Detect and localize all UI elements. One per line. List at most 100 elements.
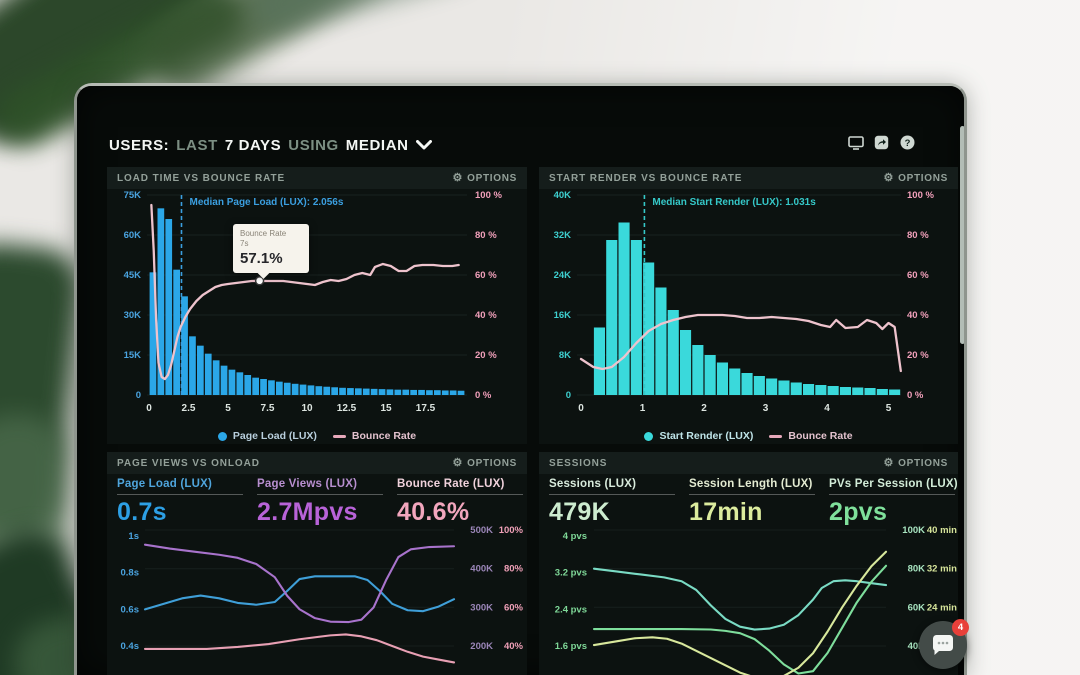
y-axis-tick: 80K (908, 564, 926, 575)
histogram-bar (149, 272, 157, 395)
laptop-screen: USERS: LAST 7 DAYS USING MEDIAN ? (74, 83, 967, 675)
histogram-bar (173, 269, 180, 395)
options-button[interactable]: ⚙ OPTIONS (452, 456, 517, 469)
histogram-bar (864, 388, 876, 395)
chat-launcher[interactable]: 4 (919, 619, 969, 669)
legend-bounce-rate: Bounce Rate (332, 430, 416, 442)
x-axis-tick: 17.5 (416, 403, 436, 414)
histogram-bar (630, 240, 642, 395)
histogram-bar (449, 390, 457, 395)
histogram-bar (220, 365, 228, 395)
start-render-chart[interactable]: Median Start Render (LUX): 1.031s 40K 32K 2… (539, 189, 958, 421)
histogram-bar (852, 387, 864, 395)
metric-pvs-per-session: PVs Per Session (LUX) 2pvs (829, 478, 958, 527)
metric-sessions: Sessions (LUX) 479K (549, 478, 681, 527)
y-axis-tick: 60 % (907, 270, 929, 281)
y-axis-tick: 15K (124, 350, 142, 361)
histogram-bar (378, 389, 386, 395)
panel-start-render-vs-bounce-rate: START RENDER VS BOUNCE RATE ⚙ OPTIONS Me… (539, 167, 958, 444)
share-icon[interactable] (873, 134, 890, 151)
monitor-icon[interactable] (847, 134, 864, 151)
x-axis-tick: 7.5 (261, 403, 275, 414)
y-axis-tick: 30K (124, 310, 142, 321)
tooltip-subtitle: 7s (240, 239, 249, 248)
legend-start-render: Start Render (LUX) (644, 430, 753, 442)
x-axis-tick: 1 (640, 403, 646, 414)
histogram-bar (236, 372, 244, 395)
histogram-bar (876, 389, 888, 395)
header-using-label: USING (288, 136, 339, 154)
panel-load-time-vs-bounce-rate: LOAD TIME VS BOUNCE RATE ⚙ OPTIONS Media… (107, 167, 527, 444)
sessions-chart[interactable]: 4 pvs 3.2 pvs 2.4 pvs 1.6 pvs 100K 80K 60K 40K 4… (539, 522, 958, 675)
metric-page-load: Page Load (LUX) 0.7s (117, 478, 249, 527)
histogram-bar (204, 353, 212, 395)
header-users-label: USERS: (109, 136, 170, 154)
options-button[interactable]: ⚙ OPTIONS (883, 456, 948, 469)
histogram-bar (355, 388, 362, 395)
legend-page-load: Page Load (LUX) (217, 430, 317, 442)
y-axis-tick: 60 % (475, 270, 497, 281)
y-axis-tick: 45K (124, 270, 142, 281)
histogram-bar (643, 262, 655, 395)
series-line (592, 567, 888, 631)
page-views-onload-chart[interactable]: 1s 0.8s 0.6s 0.4s 500K 400K 300K 200K 100% 80% 60%… (107, 522, 527, 675)
y-axis-tick: 4 pvs (563, 531, 587, 542)
y-axis-tick: 0.6s (121, 604, 140, 615)
y-axis-tick: 100 % (475, 190, 502, 201)
x-axis-tick: 0 (146, 403, 152, 414)
y-axis-tick: 40% (504, 641, 524, 652)
scrollbar[interactable] (960, 126, 964, 344)
histogram-bar (299, 384, 307, 395)
gear-icon: ⚙ (452, 171, 464, 184)
histogram-bar (323, 386, 331, 395)
y-axis-tick: 32 min (927, 564, 957, 575)
y-axis-tick: 100K (902, 525, 925, 536)
y-axis-tick: 0.8s (121, 568, 140, 579)
header-median-label: MEDIAN (345, 136, 409, 154)
series-line (143, 543, 456, 624)
header-last-label: LAST (176, 136, 218, 154)
chart-tooltip: Bounce Rate 7s 57.1% (233, 224, 309, 273)
histogram-bar (362, 388, 370, 395)
histogram-bar (704, 355, 716, 395)
y-axis-tick: 40 min (927, 525, 957, 536)
y-axis-tick: 400K (470, 564, 493, 575)
y-axis-tick: 75K (124, 190, 142, 201)
load-time-chart[interactable]: Median Page Load (LUX): 2.056s 75K 60K 45K 3… (107, 189, 527, 421)
x-axis-tick: 2.5 (182, 403, 196, 414)
panel-title: LOAD TIME VS BOUNCE RATE (117, 172, 286, 184)
x-axis-tick: 5 (886, 403, 892, 414)
histogram-bar (331, 387, 338, 395)
y-axis-tick: 100 % (907, 190, 934, 201)
series-line (143, 575, 456, 613)
legend-line-icon (332, 434, 346, 438)
options-button[interactable]: ⚙ OPTIONS (883, 171, 948, 184)
y-axis-tick: 40K (554, 190, 572, 201)
y-axis-tick: 0 (566, 390, 571, 401)
histogram-bar (827, 386, 839, 395)
histogram-bar (181, 296, 188, 395)
histogram-bar (606, 240, 618, 395)
x-axis-tick: 10 (301, 403, 313, 414)
histogram-bar (741, 373, 753, 395)
y-axis-tick: 0 % (907, 390, 924, 401)
histogram-bar (803, 384, 815, 395)
options-button[interactable]: ⚙ OPTIONS (452, 171, 517, 184)
histogram-bar (268, 380, 275, 395)
histogram-bar (410, 389, 417, 395)
metric-value: 2pvs (829, 498, 888, 526)
bounce-rate-line (579, 313, 902, 373)
panel-sessions: SESSIONS ⚙ OPTIONS Sessions (LUX) 479K S… (539, 452, 958, 675)
histogram-bar (729, 368, 741, 395)
y-axis-tick: 0 % (475, 390, 492, 401)
histogram-bar (157, 208, 165, 395)
plant-leaf (0, 239, 85, 541)
panel-title: PAGE VIEWS VS ONLOAD (117, 457, 260, 469)
date-range-dropdown[interactable]: USERS: LAST 7 DAYS USING MEDIAN (109, 137, 432, 154)
y-axis-tick: 80% (504, 564, 524, 575)
hover-marker (254, 276, 265, 286)
y-axis-tick: 40 % (475, 310, 497, 321)
header-days-label: 7 DAYS (224, 136, 282, 154)
y-axis-tick: 300K (470, 602, 493, 613)
help-icon[interactable]: ? (899, 134, 916, 151)
